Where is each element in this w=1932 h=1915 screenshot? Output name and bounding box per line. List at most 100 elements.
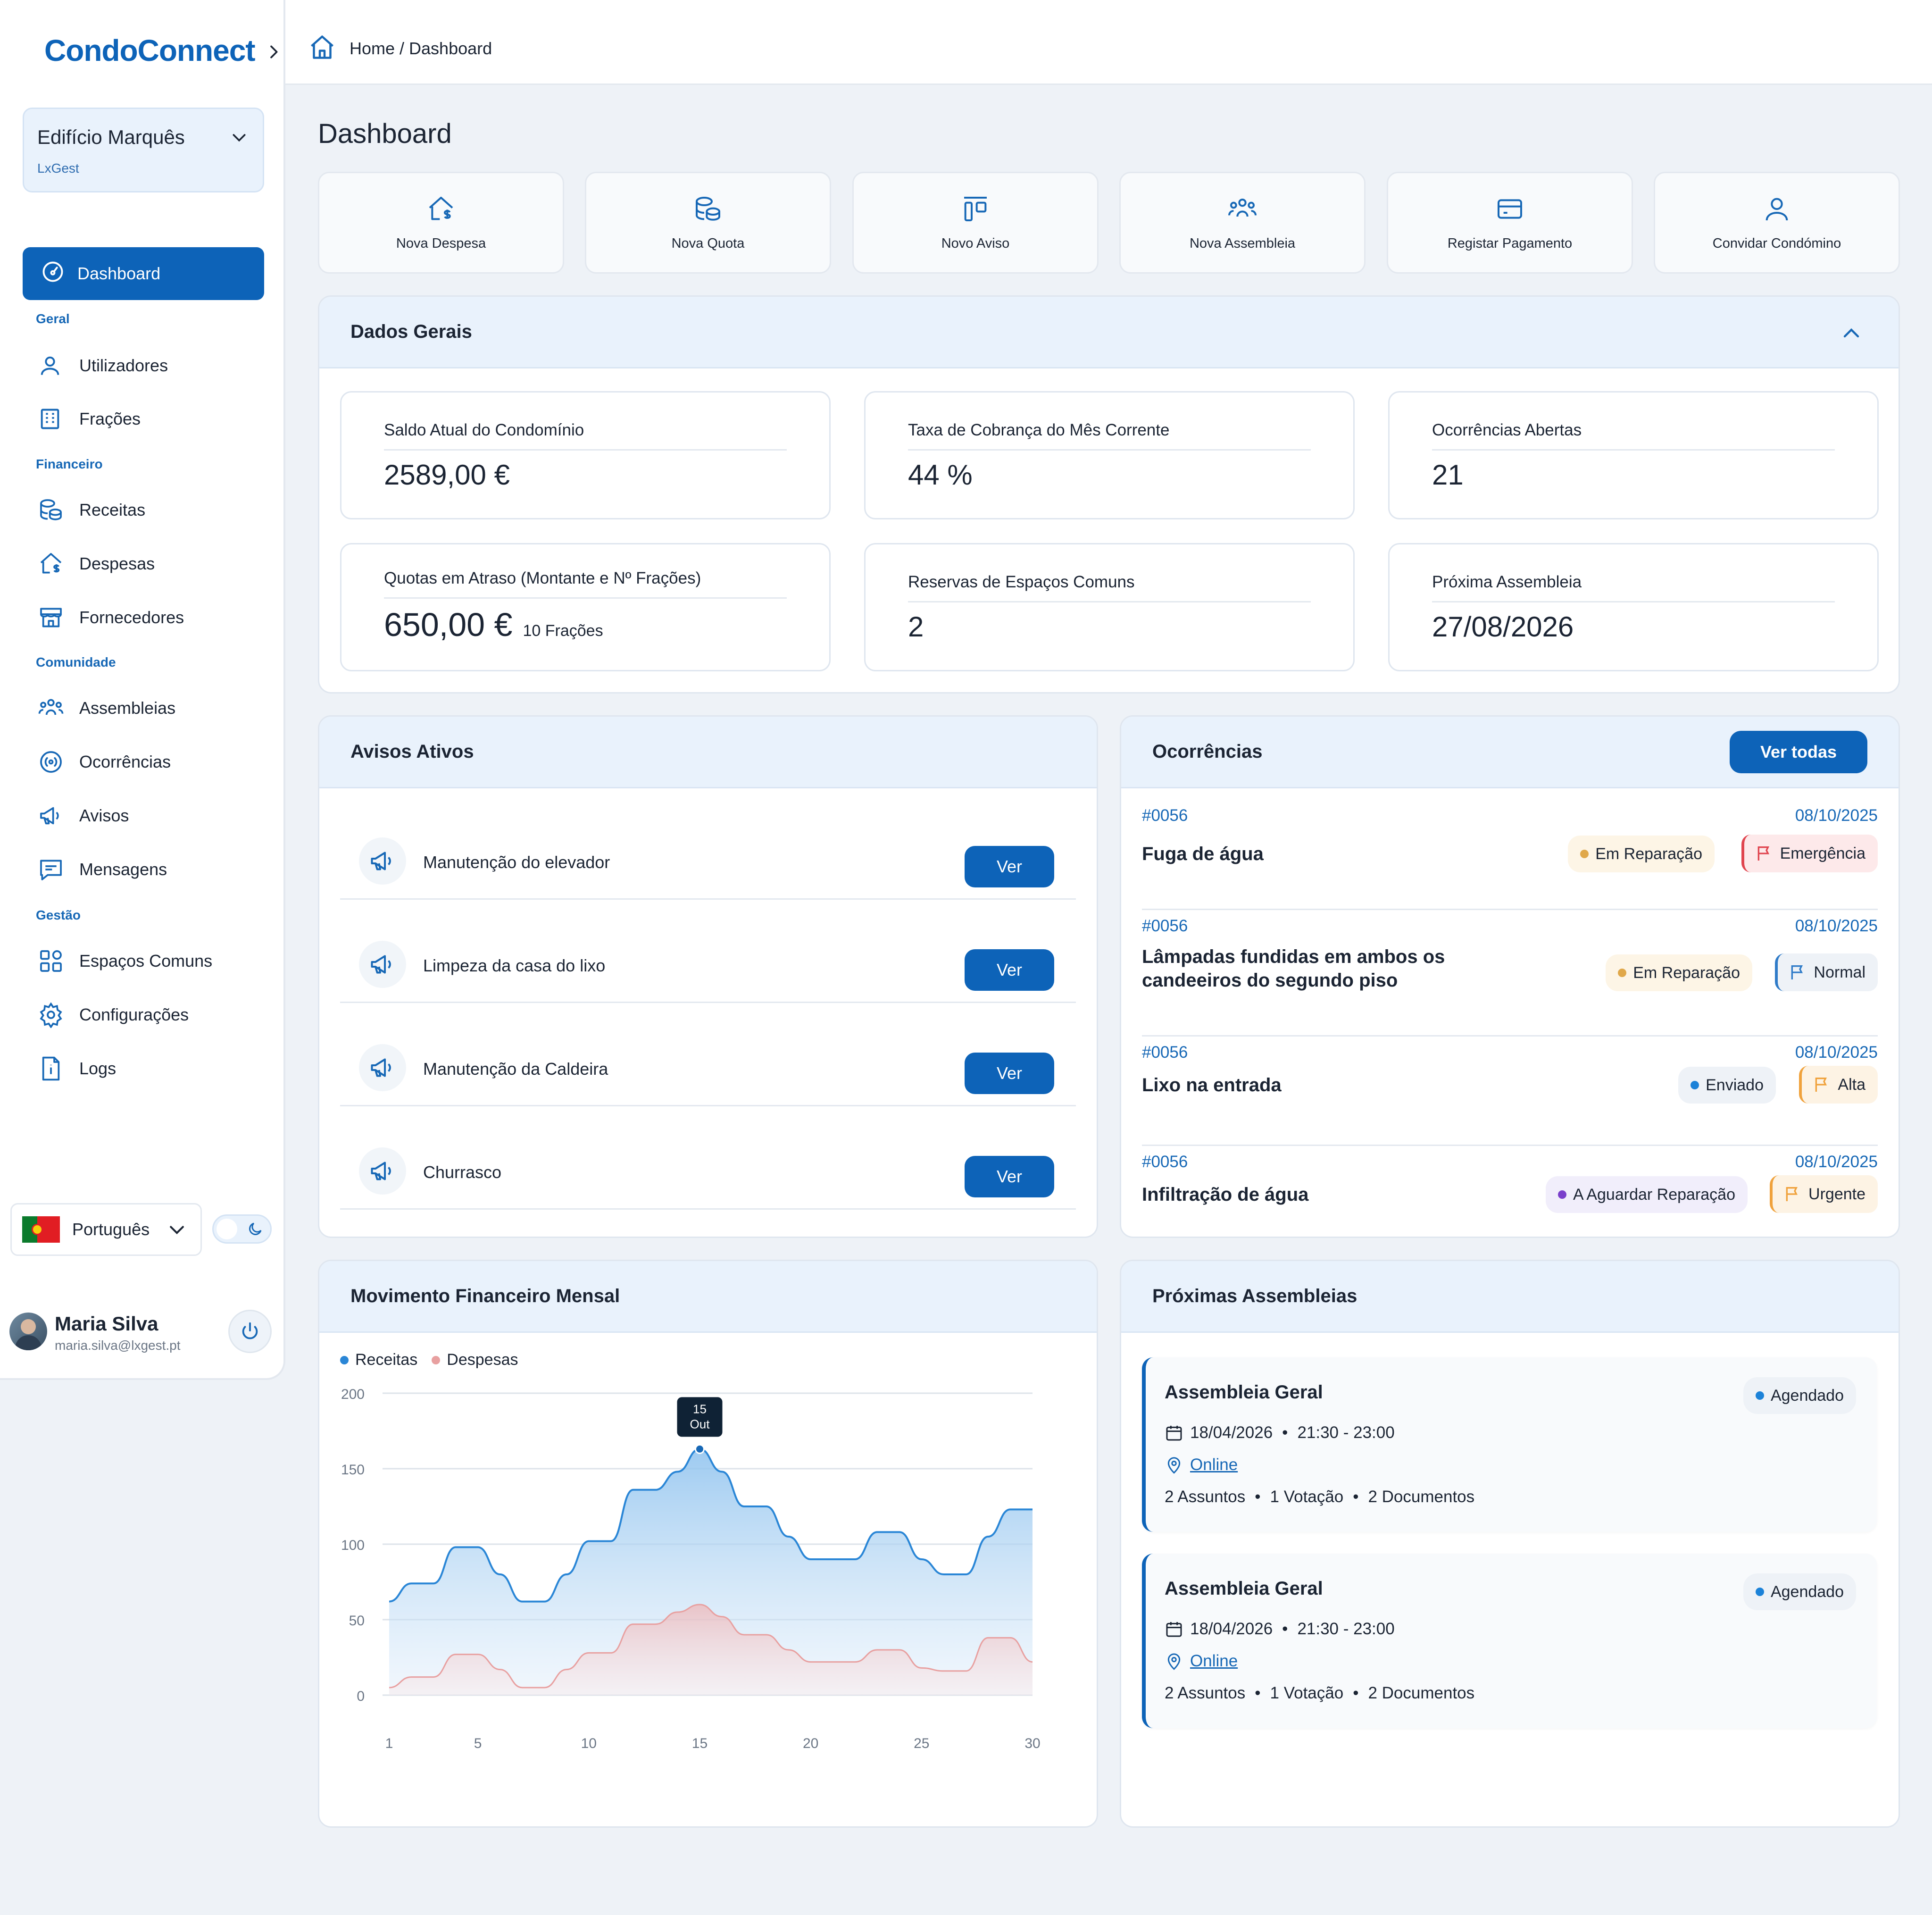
status-dot xyxy=(1557,1190,1566,1199)
status-dot xyxy=(1618,969,1627,977)
credit-card-icon xyxy=(1495,194,1525,226)
signal-icon xyxy=(38,749,68,775)
aviso-label: Manutenção da Caldeira xyxy=(423,1059,608,1079)
y-tick-label: 200 xyxy=(341,1387,365,1402)
nav-section-geral: Geral xyxy=(36,311,70,326)
tooltip-day: 15 xyxy=(693,1402,707,1416)
user-icon xyxy=(1762,194,1792,226)
language-label: Português xyxy=(72,1220,150,1239)
assembleia-item[interactable]: Assembleia Geral Agendado 18/04/2026 • 2… xyxy=(1142,1554,1877,1728)
sidebar-item-label: Receitas xyxy=(79,500,146,519)
assembleia-item[interactable]: Assembleia Geral Agendado 18/04/2026 • 2… xyxy=(1142,1357,1877,1532)
ver-aviso-button[interactable]: Ver xyxy=(965,846,1054,887)
ver-aviso-button[interactable]: Ver xyxy=(965,949,1054,991)
x-tick-label: 5 xyxy=(474,1736,482,1751)
building-selector[interactable]: Edifício Marquês LxGest xyxy=(23,108,264,192)
sidebar-collapse-button[interactable] xyxy=(258,37,289,67)
stat-label: Saldo Atual do Condomínio xyxy=(384,421,584,439)
quick-action-nova-despesa[interactable]: Nova Despesa xyxy=(318,172,564,274)
series-line-receitas xyxy=(389,1448,1033,1603)
logout-button[interactable] xyxy=(228,1310,272,1353)
sidebar-item-mensagens[interactable]: Mensagens xyxy=(38,853,167,886)
sidebar-item-fracoes[interactable]: Frações xyxy=(38,402,141,435)
ocorrencia-id: #0056 xyxy=(1142,806,1188,825)
y-tick-label: 150 xyxy=(341,1462,365,1478)
status-label: Agendado xyxy=(1770,1386,1844,1405)
quick-action-registar-pagamento[interactable]: Registar Pagamento xyxy=(1387,172,1633,274)
sidebar-item-dashboard[interactable]: Dashboard xyxy=(23,247,264,300)
x-tick-label: 15 xyxy=(692,1736,708,1751)
ocorrencia-title: Lâmpadas fundidas em ambos os candeeiros… xyxy=(1142,946,1445,991)
quick-action-label: Novo Aviso xyxy=(941,236,1010,251)
status-dot xyxy=(1755,1391,1764,1400)
ocorrencia-title: Lixo na entrada xyxy=(1142,1075,1282,1095)
separator-dot: • xyxy=(1255,1488,1261,1506)
legend-dot-despesas xyxy=(432,1355,441,1364)
ocorrencia-item[interactable]: #0056 08/10/2025 Fuga de água Em Reparaç… xyxy=(1142,806,1878,910)
status-label: Agendado xyxy=(1770,1582,1844,1601)
ocorrencia-item[interactable]: #0056 08/10/2025 Lâmpadas fundidas em am… xyxy=(1142,917,1878,1037)
sidebar-item-despesas[interactable]: Despesas xyxy=(38,547,155,580)
house-dollar-icon xyxy=(38,551,68,577)
avatar[interactable] xyxy=(9,1313,47,1350)
quick-action-novo-aviso[interactable]: Novo Aviso xyxy=(852,172,1099,274)
sidebar-item-receitas[interactable]: Receitas xyxy=(38,493,145,527)
legend-label-despesas: Despesas xyxy=(447,1351,518,1369)
sidebar-item-label: Dashboard xyxy=(77,264,161,283)
priority-label: Alta xyxy=(1838,1075,1865,1094)
online-link[interactable]: Online xyxy=(1190,1652,1238,1670)
priority-badge: Urgente xyxy=(1770,1175,1878,1213)
ocorrencia-item[interactable]: #0056 08/10/2025 Lixo na entrada Enviado… xyxy=(1142,1043,1878,1146)
aviso-item: Churrasco Ver xyxy=(340,1107,1076,1210)
sidebar-item-logs[interactable]: Logs xyxy=(38,1052,116,1085)
megaphone-icon xyxy=(359,941,406,988)
ver-aviso-button[interactable]: Ver xyxy=(965,1053,1054,1094)
theme-toggle[interactable] xyxy=(212,1214,272,1244)
status-dot xyxy=(1755,1588,1764,1596)
status-badge: Em Reparação xyxy=(1568,836,1715,872)
separator-dot: • xyxy=(1353,1488,1359,1506)
megaphone-icon xyxy=(359,1147,406,1195)
calendar-icon xyxy=(1166,1426,1182,1441)
sidebar: CondoConnect Edifício Marquês LxGest Das… xyxy=(0,0,285,1380)
assembleia-documentos: 2 Documentos xyxy=(1368,1488,1475,1506)
sidebar-item-configuracoes[interactable]: Configurações xyxy=(38,998,189,1031)
sidebar-item-espacos-comuns[interactable]: Espaços Comuns xyxy=(38,945,212,978)
megaphone-icon xyxy=(359,1044,406,1091)
sidebar-item-label: Utilizadores xyxy=(79,356,168,375)
assembleia-meta: 2 Assuntos • 1 Votação • 2 Documentos xyxy=(1165,1684,1474,1703)
stat-divider xyxy=(384,597,787,599)
flag-icon xyxy=(1786,1187,1798,1201)
sidebar-item-fornecedores[interactable]: Fornecedores xyxy=(38,601,184,634)
aviso-item: Manutenção da Caldeira Ver xyxy=(340,1003,1076,1106)
online-link[interactable]: Online xyxy=(1190,1455,1238,1474)
app-logo[interactable]: CondoConnect xyxy=(44,33,256,67)
location-pin-icon xyxy=(1167,1653,1181,1670)
quick-action-nova-quota[interactable]: Nova Quota xyxy=(585,172,831,274)
stat-label: Taxa de Cobrança do Mês Corrente xyxy=(908,421,1170,439)
ocorrencia-id: #0056 xyxy=(1142,1153,1188,1171)
chevron-up-icon[interactable] xyxy=(1840,322,1863,345)
ver-todas-button[interactable]: Ver todas xyxy=(1730,731,1867,773)
quick-action-nova-assembleia[interactable]: Nova Assembleia xyxy=(1119,172,1366,274)
sidebar-item-assembleias[interactable]: Assembleias xyxy=(38,692,175,725)
assembleia-meta: 2 Assuntos • 1 Votação • 2 Documentos xyxy=(1165,1488,1474,1506)
assembleia-time: 21:30 - 23:00 xyxy=(1297,1620,1395,1638)
sidebar-item-avisos[interactable]: Avisos xyxy=(38,799,129,832)
ocorrencia-date: 08/10/2025 xyxy=(1795,1153,1878,1171)
ocorrencia-item[interactable]: #0056 08/10/2025 Infiltração de água A A… xyxy=(1142,1153,1878,1233)
language-selector[interactable]: Português xyxy=(10,1203,202,1256)
dados-gerais-header[interactable]: Dados Gerais xyxy=(319,297,1899,368)
home-icon[interactable] xyxy=(308,33,336,61)
user-icon xyxy=(38,353,68,378)
status-dot xyxy=(1690,1081,1699,1089)
sidebar-item-utilizadores[interactable]: Utilizadores xyxy=(38,349,168,382)
status-label: Em Reparação xyxy=(1633,963,1740,982)
financeiro-header: Movimento Financeiro Mensal xyxy=(319,1261,1097,1333)
quick-action-convidar-condomino[interactable]: Convidar Condómino xyxy=(1654,172,1900,274)
stat-value: 44 % xyxy=(908,459,973,491)
building-org: LxGest xyxy=(37,161,79,176)
sidebar-item-ocorrencias[interactable]: Ocorrências xyxy=(38,745,171,778)
ver-aviso-button[interactable]: Ver xyxy=(965,1156,1054,1197)
